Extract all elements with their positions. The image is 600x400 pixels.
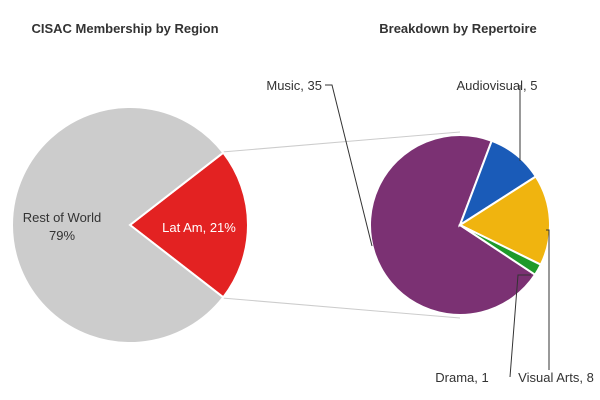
slice-label-rest-of-world-pct: 79% [49,228,75,243]
repertoire-pie [369,134,551,316]
slice-label-visual-arts: Visual Arts, 8 [518,370,594,385]
pie-slice-rest-of-world [11,106,225,344]
leader-line-visual-arts [546,229,550,370]
leader-line-drama [509,274,531,378]
connector-line-top [221,131,461,153]
slice-label-drama: Drama, 1 [435,370,488,385]
pie-slice-lat-am [128,151,249,299]
slice-label-audiovisual: Audiovisual, 5 [457,78,538,93]
slice-label-lat-am: Lat Am, 21% [162,220,236,235]
slice-label-music: Music, 35 [266,78,322,93]
right-chart-title: Breakdown by Repertoire [379,21,537,36]
pie-slice-visual-arts [457,175,551,267]
region-pie [11,106,249,344]
leader-line-music [325,84,373,247]
connector-line-bottom [221,297,461,319]
slice-label-rest-of-world: Rest of World [23,210,102,225]
pie-slice-drama [459,224,543,277]
left-chart-title: CISAC Membership by Region [31,21,218,36]
pie-slice-music [369,134,537,316]
